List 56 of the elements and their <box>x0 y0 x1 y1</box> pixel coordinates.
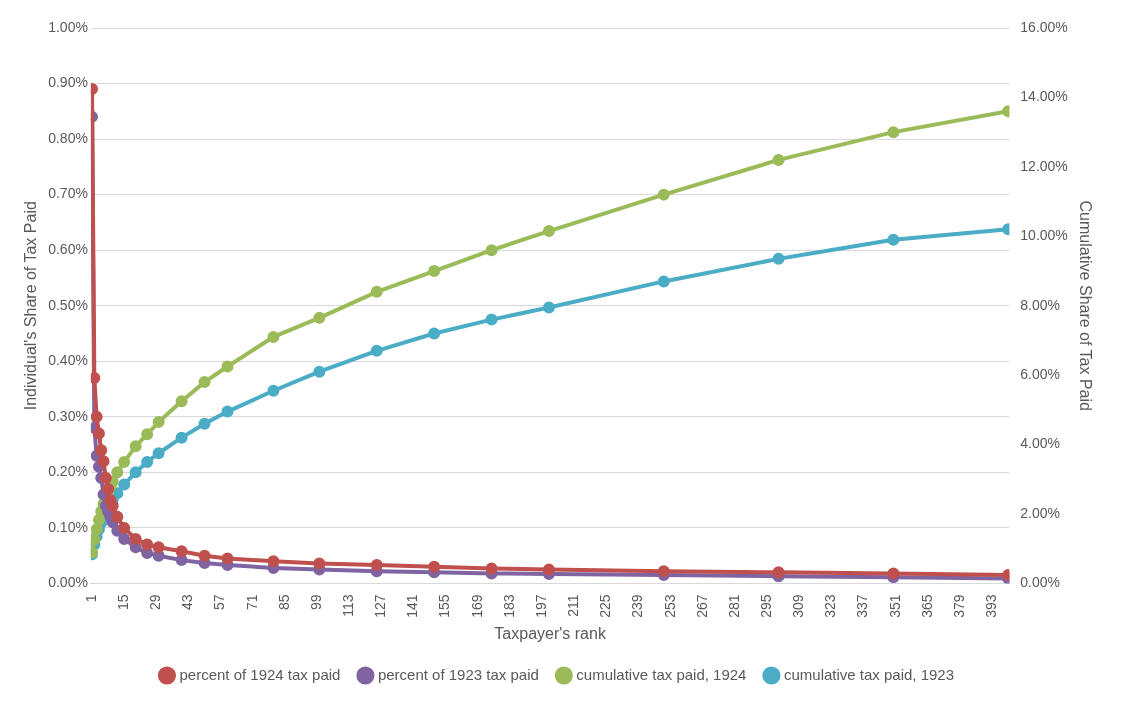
y-tick-label: 0.70% <box>48 185 88 202</box>
x-tick-label: 85 <box>275 594 292 611</box>
legend-label: cumulative tax paid, 1924 <box>576 665 747 683</box>
x-tick-label: 337 <box>854 594 871 618</box>
y2-tick-label: 12.00% <box>1020 157 1068 174</box>
x-tick-label: 225 <box>597 594 614 618</box>
x-tick-label: 113 <box>340 594 357 617</box>
x-tick-label: 239 <box>629 594 646 618</box>
y2-axis-title: Cumulative Share of Tax Paid <box>1076 200 1094 411</box>
x-tick-label: 155 <box>436 594 453 618</box>
x-tick-label: 253 <box>661 594 678 618</box>
x-tick-label: 379 <box>950 594 967 618</box>
x-tick-label: 309 <box>790 594 807 618</box>
y-tick-label: 0.50% <box>48 296 88 313</box>
x-tick-label: 351 <box>886 594 903 618</box>
y-tick-label: 0.90% <box>48 74 88 91</box>
y-tick-label: 0.00% <box>48 574 88 591</box>
y-tick-label: 0.30% <box>48 407 88 424</box>
x-tick-label: 393 <box>982 594 999 618</box>
x-axis-title: Taxpayer's rank <box>494 624 607 642</box>
legend-label: cumulative tax paid, 1923 <box>783 665 955 683</box>
x-tick-label: 99 <box>307 594 324 611</box>
x-tick-label: 15 <box>115 594 132 611</box>
x-tick-label: 141 <box>404 594 421 618</box>
legend-label: percent of 1923 tax paid <box>377 665 539 683</box>
x-tick-label: 1 <box>82 594 99 603</box>
x-tick-label: 295 <box>757 594 774 618</box>
y2-tick-label: 6.00% <box>1020 366 1061 383</box>
x-tick-label: 211 <box>565 594 582 617</box>
x-tick-label: 323 <box>822 594 839 618</box>
y-axis-title: Individual's Share of Tax Paid <box>22 201 40 411</box>
x-tick-label: 267 <box>693 594 710 618</box>
y2-tick-label: 4.00% <box>1020 435 1061 452</box>
y2-tick-label: 0.00% <box>1020 574 1061 591</box>
x-tick-label: 365 <box>918 594 935 618</box>
x-tick-label: 281 <box>725 594 742 618</box>
y-tick-label: 0.10% <box>48 518 88 535</box>
y2-tick-label: 16.00% <box>1020 18 1068 35</box>
x-tick-label: 169 <box>468 594 485 618</box>
x-tick-label: 29 <box>147 594 164 611</box>
x-tick-label: 197 <box>532 594 549 618</box>
x-tick-label: 57 <box>211 594 228 611</box>
legend-label: percent of 1924 tax paid <box>179 665 341 683</box>
y-tick-label: 0.80% <box>48 129 88 146</box>
y-tick-label: 1.00% <box>48 18 88 35</box>
y-tick-label: 0.60% <box>48 241 88 258</box>
y-tick-label: 0.40% <box>48 352 88 369</box>
y2-tick-label: 2.00% <box>1020 504 1061 521</box>
y2-tick-label: 8.00% <box>1020 296 1061 313</box>
x-tick-label: 43 <box>179 594 196 611</box>
x-tick-label: 127 <box>372 594 389 618</box>
y2-tick-label: 14.00% <box>1020 88 1068 105</box>
x-tick-label: 183 <box>500 594 517 618</box>
y2-tick-label: 10.00% <box>1020 227 1068 244</box>
x-tick-label: 71 <box>243 594 260 611</box>
y-tick-label: 0.20% <box>48 463 88 480</box>
